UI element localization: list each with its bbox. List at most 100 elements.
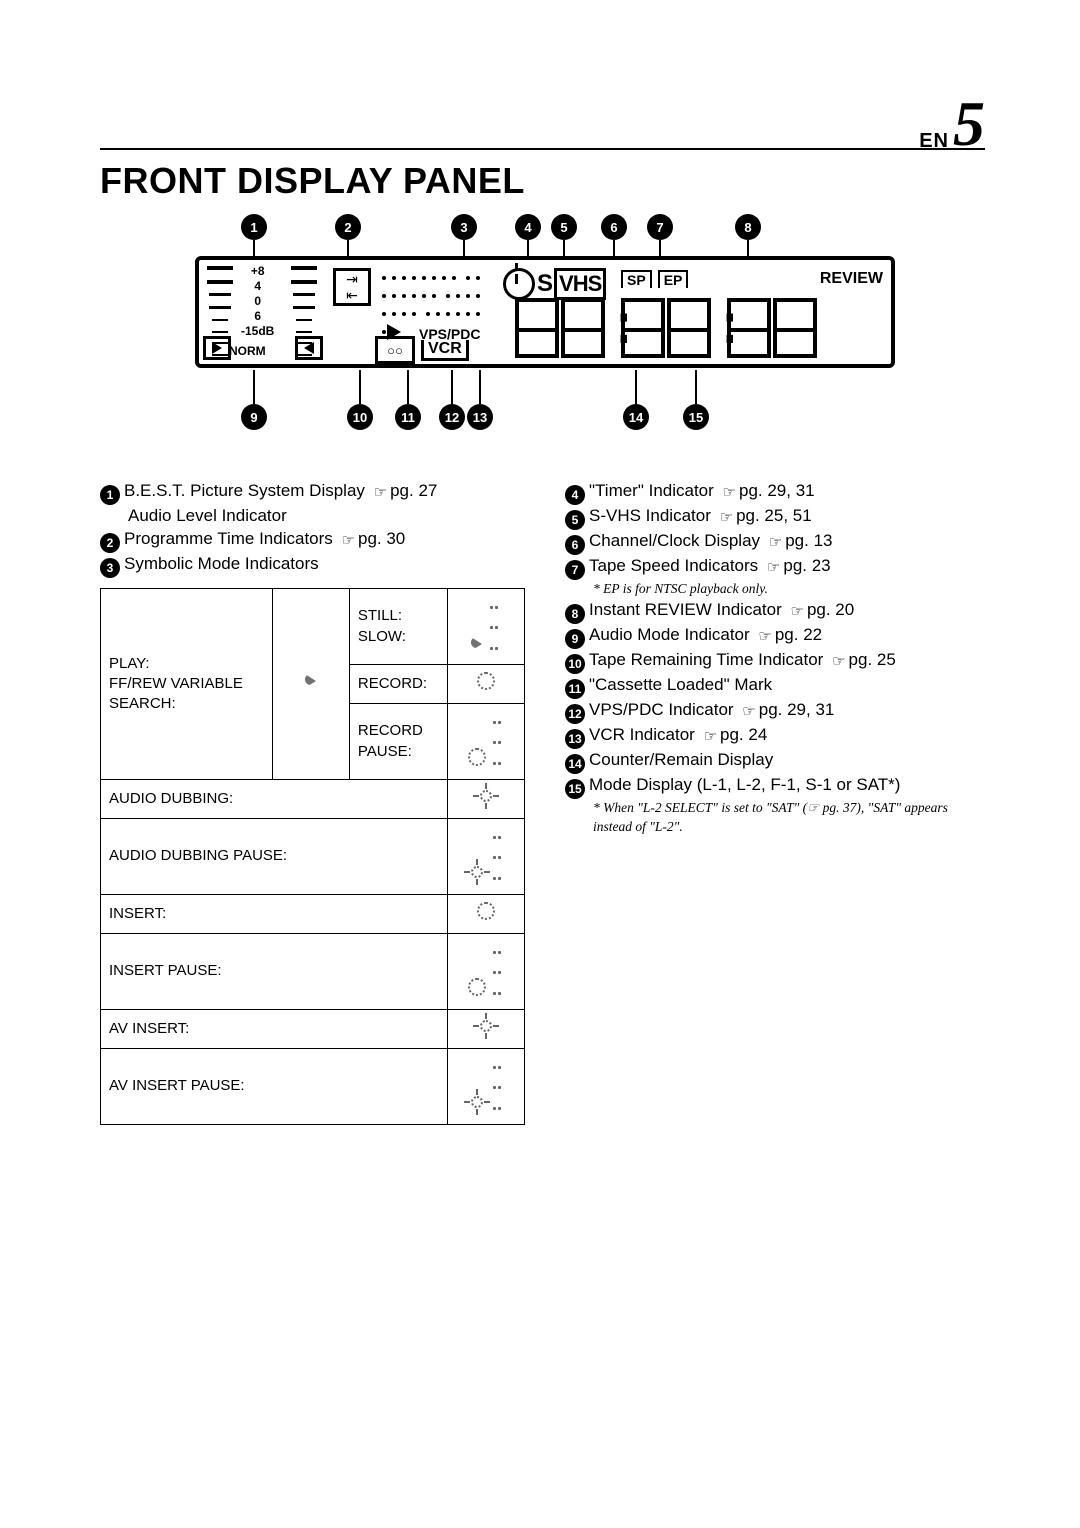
item-text: Symbolic Mode Indicators	[124, 554, 319, 573]
pause-icon	[490, 941, 504, 955]
callout-11: 11	[395, 404, 421, 430]
svhs-vhs: VHS	[554, 268, 606, 300]
page-ref: pg. 24	[720, 725, 767, 744]
pause-icon	[490, 711, 504, 725]
starburst-icon	[468, 1093, 486, 1111]
mode-icon-cell	[448, 779, 525, 818]
bullet-4: 4	[565, 485, 585, 505]
callout-5: 5	[551, 214, 577, 240]
page-ref: pg. 13	[785, 531, 832, 550]
callout-14: 14	[623, 404, 649, 430]
record-icon	[468, 748, 486, 766]
starburst-icon	[477, 787, 495, 805]
mode-cell: RECORD:	[349, 664, 447, 703]
callout-6: 6	[601, 214, 627, 240]
mode-icon-cell	[448, 894, 525, 933]
callout-lead	[695, 370, 697, 404]
mode-icon-cell	[448, 934, 525, 1010]
play-icon	[305, 674, 316, 688]
mode-cell: INSERT PAUSE:	[101, 934, 448, 1010]
callout-12: 12	[439, 404, 465, 430]
norm-label: NORM	[229, 344, 266, 358]
list-item: 11"Cassette Loaded" Mark	[565, 674, 990, 699]
page-number: 5	[953, 95, 985, 153]
reference-icon: ☞	[704, 727, 717, 747]
bullet-1: 1	[100, 485, 120, 505]
list-item: 6Channel/Clock Display ☞pg. 13	[565, 530, 990, 555]
pause-icon	[490, 826, 504, 840]
reference-icon: ☞	[742, 702, 755, 722]
page-ref: pg. 23	[783, 556, 830, 575]
bullet-12: 12	[565, 704, 585, 724]
list-item: 1B.E.S.T. Picture System Display ☞pg. 27	[100, 480, 525, 505]
list-item: 12VPS/PDC Indicator ☞pg. 29, 31	[565, 699, 990, 724]
play-icon-box	[203, 336, 231, 360]
reverse-icon-box	[295, 336, 323, 360]
callout-lead	[407, 370, 409, 404]
mode-icon-cell	[448, 1009, 525, 1048]
manual-page: EN 5 FRONT DISPLAY PANEL +8 4 0 6 -15dB …	[0, 0, 1080, 1528]
cassette-icon: ○○	[375, 336, 415, 364]
callout-lead	[635, 370, 637, 404]
list-item: 2Programme Time Indicators ☞pg. 30	[100, 528, 525, 553]
item-subtext: Audio Level Indicator	[128, 505, 525, 528]
callout-lead	[451, 370, 453, 404]
item-text: Mode Display (L-1, L-2, F-1, S-1 or SAT*…	[589, 775, 900, 794]
bullet-3: 3	[100, 558, 120, 578]
item-text: Tape Remaining Time Indicator	[589, 650, 823, 669]
bullet-2: 2	[100, 533, 120, 553]
left-column: 1B.E.S.T. Picture System Display ☞pg. 27…	[100, 480, 525, 1125]
reference-icon: ☞	[767, 558, 780, 578]
callout-13: 13	[467, 404, 493, 430]
page-ref: pg. 29, 31	[739, 481, 815, 500]
reference-icon: ☞	[769, 533, 782, 553]
svhs-s: S	[537, 270, 552, 298]
item-text: S-VHS Indicator	[589, 506, 711, 525]
bullet-8: 8	[565, 604, 585, 624]
bullet-10: 10	[565, 654, 585, 674]
bullet-14: 14	[565, 754, 585, 774]
item-text: "Timer" Indicator	[589, 481, 714, 500]
svhs-logo: S VHS	[537, 268, 606, 300]
scale-val: +8	[241, 264, 274, 279]
reference-icon: ☞	[758, 627, 771, 647]
page-ref: pg. 22	[775, 625, 822, 644]
list-item: 7Tape Speed Indicators ☞pg. 23	[565, 555, 990, 580]
list-item: 3Symbolic Mode Indicators	[100, 553, 525, 578]
mode-icon-cell	[448, 664, 525, 703]
review-label: REVIEW	[820, 270, 883, 288]
play-triangle-icon	[387, 324, 401, 340]
mode-cell: AUDIO DUBBING:	[101, 779, 448, 818]
bullet-7: 7	[565, 560, 585, 580]
list-item: 10Tape Remaining Time Indicator ☞pg. 25	[565, 649, 990, 674]
mode-icon-cell	[448, 589, 525, 665]
callout-10: 10	[347, 404, 373, 430]
item-text: "Cassette Loaded" Mark	[589, 675, 772, 694]
display-panel-diagram: +8 4 0 6 -15dB NORM ⇥⇤ ○○ VPS/PDC	[195, 220, 895, 430]
page-ref: pg. 27	[390, 481, 437, 500]
list-item: 5S-VHS Indicator ☞pg. 25, 51	[565, 505, 990, 530]
scale-val: -15dB	[241, 324, 274, 339]
reference-icon: ☞	[342, 531, 355, 551]
mode-cell: AV INSERT:	[101, 1009, 448, 1048]
mode-icon-cell	[448, 704, 525, 780]
starburst-icon	[468, 863, 486, 881]
item-text: Audio Mode Indicator	[589, 625, 750, 644]
right-column: 4"Timer" Indicator ☞ pg. 29, 31 5S-VHS Ind…	[565, 480, 990, 1125]
description-columns: 1B.E.S.T. Picture System Display ☞pg. 27…	[100, 480, 990, 1125]
footnote: * When "L-2 SELECT" is set to "SAT" (☞ p…	[593, 799, 990, 835]
level-scale: +8 4 0 6 -15dB	[241, 264, 274, 339]
item-text: VPS/PDC Indicator	[589, 700, 734, 719]
tape-speed-labels: SP EP	[621, 270, 688, 288]
play-icon	[471, 637, 482, 651]
callout-1: 1	[241, 214, 267, 240]
callout-lead	[613, 240, 615, 258]
bullet-9: 9	[565, 629, 585, 649]
bullet-5: 5	[565, 510, 585, 530]
pause-icon	[490, 1056, 504, 1070]
mode-cell: INSERT:	[101, 894, 448, 933]
item-text: Channel/Clock Display	[589, 531, 760, 550]
reference-icon: ☞	[374, 483, 387, 503]
mode-symbol-table: PLAY: FF/REW VARIABLE SEARCH: STILL: SLO…	[100, 588, 525, 1125]
page-ref: pg. 30	[358, 529, 405, 548]
